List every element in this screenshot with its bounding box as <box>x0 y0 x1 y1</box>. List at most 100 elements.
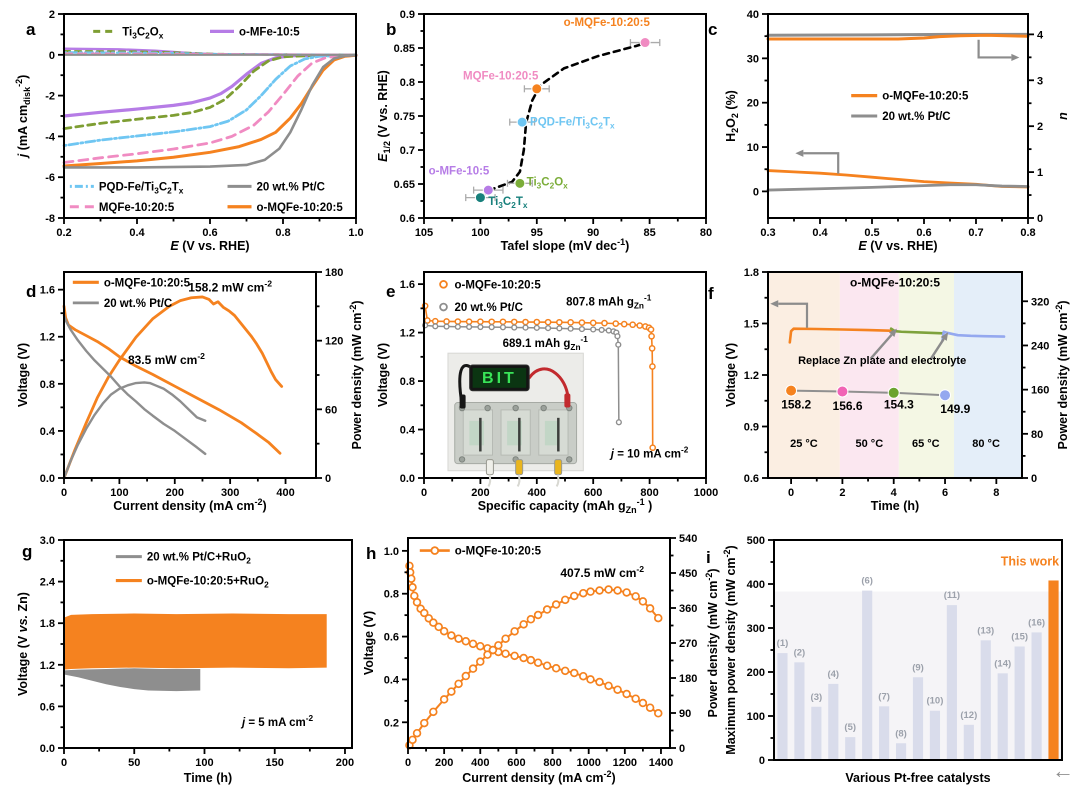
svg-text:300: 300 <box>747 623 765 635</box>
svg-text:0.4: 0.4 <box>384 674 400 686</box>
svg-text:Power density (mW cm-2): Power density (mW cm-2) <box>704 568 720 717</box>
svg-text:0.85: 0.85 <box>394 43 415 55</box>
svg-text:150: 150 <box>266 757 284 769</box>
svg-text:156.6: 156.6 <box>833 399 863 413</box>
svg-text:1.2: 1.2 <box>400 328 415 340</box>
svg-text:0.6: 0.6 <box>202 227 217 239</box>
svg-text:(16): (16) <box>1028 617 1045 628</box>
svg-text:o-MFe-10:5: o-MFe-10:5 <box>239 26 300 38</box>
svg-text:1.0: 1.0 <box>348 227 363 239</box>
svg-text:0.8: 0.8 <box>384 589 399 601</box>
svg-text:65 °C: 65 °C <box>912 438 940 450</box>
svg-text:100: 100 <box>471 227 489 239</box>
svg-text:MQFe-10:20:5: MQFe-10:20:5 <box>463 70 539 82</box>
svg-text:95: 95 <box>531 227 543 239</box>
svg-text:600: 600 <box>584 487 602 499</box>
panel-letter-g: g <box>22 542 33 561</box>
svg-text:(13): (13) <box>977 625 994 636</box>
svg-text:200: 200 <box>435 757 453 769</box>
svg-text:450: 450 <box>679 568 697 580</box>
svg-text:100: 100 <box>747 711 765 723</box>
svg-text:600: 600 <box>507 757 525 769</box>
svg-text:j = 10 mA cm-2: j = 10 mA cm-2 <box>609 445 689 460</box>
panel-letter-a: a <box>26 20 36 39</box>
svg-text:200: 200 <box>336 757 354 769</box>
svg-text:o-MQFe-10:20:5: o-MQFe-10:20:5 <box>257 202 344 214</box>
svg-text:100: 100 <box>110 487 128 499</box>
svg-text:800: 800 <box>543 757 561 769</box>
svg-text:149.9: 149.9 <box>940 402 970 416</box>
svg-text:300: 300 <box>221 487 239 499</box>
svg-text:1.2: 1.2 <box>744 370 759 382</box>
svg-text:0.8: 0.8 <box>400 376 415 388</box>
battery-photo-inset: BIT <box>447 352 584 487</box>
panel-letter-f: f <box>708 284 714 303</box>
svg-text:0.2: 0.2 <box>56 227 71 239</box>
svg-text:100: 100 <box>195 757 213 769</box>
svg-text:0.8: 0.8 <box>275 227 290 239</box>
panel-d-chart: 0 100 200 300 400 0.0 0.4 0.8 1.2 1.6 0 60 120 180 Cur… <box>16 267 364 513</box>
svg-text:400: 400 <box>471 757 489 769</box>
svg-text:0: 0 <box>679 743 685 755</box>
panel-letter-i: i <box>706 548 711 567</box>
svg-text:0.6: 0.6 <box>916 227 931 239</box>
svg-text:0: 0 <box>1037 213 1043 225</box>
svg-text:Time (h): Time (h) <box>871 499 919 513</box>
svg-text:0.8: 0.8 <box>400 77 415 89</box>
svg-text:0.2: 0.2 <box>384 717 399 729</box>
svg-text:PQD-Fe/Ti3C2Tx: PQD-Fe/Ti3C2Tx <box>530 117 615 131</box>
svg-text:1000: 1000 <box>694 487 718 499</box>
svg-text:2.4: 2.4 <box>40 577 56 589</box>
panel-h-chart: 0 200 400 600 800 1000 1200 1400 0.2 0.4 0.6 0.8 1.0… <box>362 533 720 785</box>
panel-e-chart: 0 200 400 600 800 1000 0.0 0.4 0.8 1.2 1.6 Specific… <box>376 271 718 515</box>
svg-text:800: 800 <box>640 487 658 499</box>
svg-text:0.6: 0.6 <box>40 701 55 713</box>
svg-text:50 °C: 50 °C <box>856 438 884 450</box>
svg-text:1000: 1000 <box>576 757 600 769</box>
svg-text:0: 0 <box>61 487 67 499</box>
panel-h: 0 200 400 600 800 1000 1200 1400 0.2 0.4 0.6 0.8 1.0… <box>360 532 722 795</box>
svg-text:0.4: 0.4 <box>812 227 828 239</box>
svg-text:0.9: 0.9 <box>400 9 415 21</box>
panel-a-chart: 0.2 0.4 0.6 0.8 1.0 -8 -6 -4 -2 0 2 E (V vs. RHE) j … <box>14 9 364 253</box>
svg-text:(5): (5) <box>844 722 856 733</box>
svg-text:80: 80 <box>700 227 712 239</box>
svg-text:o-MQFe-10:20:5+RuO2: o-MQFe-10:20:5+RuO2 <box>147 576 269 590</box>
svg-text:-8: -8 <box>45 213 55 225</box>
svg-text:(4): (4) <box>827 669 839 680</box>
svg-text:8: 8 <box>993 487 999 499</box>
svg-text:Replace Zn plate and electroly: Replace Zn plate and electrolyte <box>798 355 966 367</box>
svg-text:200: 200 <box>166 487 184 499</box>
svg-text:Specific capacity (mAh gZn-1 ): Specific capacity (mAh gZn-1 ) <box>478 497 653 515</box>
svg-text:(7): (7) <box>878 691 890 702</box>
panel-letter-e: e <box>386 282 396 301</box>
svg-text:90: 90 <box>679 708 691 720</box>
svg-text:(14): (14) <box>994 658 1011 669</box>
svg-text:1: 1 <box>1037 167 1043 179</box>
svg-text:(9): (9) <box>912 662 924 673</box>
svg-text:85: 85 <box>643 227 655 239</box>
svg-text:Ti3C2Ox: Ti3C2Ox <box>527 176 569 190</box>
svg-text:0: 0 <box>421 487 427 499</box>
svg-text:(3): (3) <box>811 692 823 703</box>
svg-text:400: 400 <box>747 579 765 591</box>
svg-text:o-MQFe-10:20:5: o-MQFe-10:20:5 <box>104 277 191 289</box>
svg-text:0: 0 <box>753 186 759 198</box>
svg-text:20 wt.% Pt/C+RuO2: 20 wt.% Pt/C+RuO2 <box>147 552 251 566</box>
svg-text:200: 200 <box>747 667 765 679</box>
svg-text:0.6: 0.6 <box>384 632 399 644</box>
panel-letter-b: b <box>386 20 397 39</box>
svg-text:540: 540 <box>679 533 697 545</box>
svg-text:200: 200 <box>471 487 489 499</box>
panel-b: 105 100 95 90 85 80 0.6 0.65 0.7 0.75 0.8 0.85 0.9 Ta… <box>374 8 718 263</box>
svg-text:0.4: 0.4 <box>400 425 416 437</box>
svg-text:o-MQFe-10:20:5: o-MQFe-10:20:5 <box>882 91 969 103</box>
panel-d: 0 100 200 300 400 0.0 0.4 0.8 1.2 1.6 0 60 120 180 Cur… <box>14 266 366 523</box>
svg-text:Ti3C2Tx: Ti3C2Tx <box>488 196 528 210</box>
svg-text:Voltage (V): Voltage (V) <box>362 611 376 675</box>
svg-text:0.9: 0.9 <box>744 422 759 434</box>
svg-text:-6: -6 <box>45 172 55 184</box>
panel-a: 0.2 0.4 0.6 0.8 1.0 -8 -6 -4 -2 0 2 E (V vs. RHE) j … <box>14 8 366 263</box>
svg-text:1.2: 1.2 <box>40 660 55 672</box>
